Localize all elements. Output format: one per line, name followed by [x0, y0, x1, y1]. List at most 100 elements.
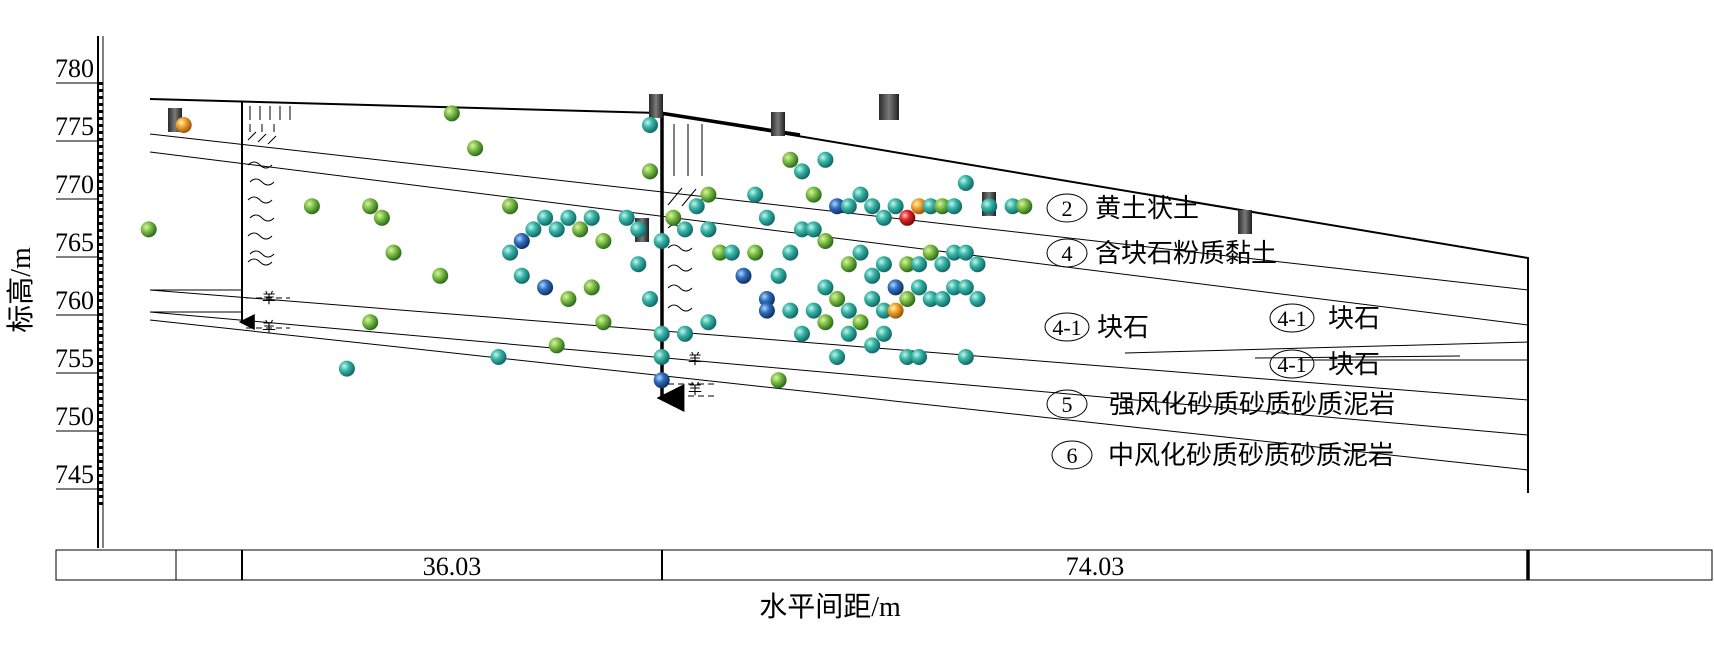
microseismic-event-point: [502, 198, 519, 215]
microseismic-event-point: [583, 279, 600, 296]
borehole-1-hatching: [246, 106, 291, 329]
y-tick-label: 770: [55, 170, 94, 199]
microseismic-event-point: [747, 244, 764, 261]
microseismic-event-point: [782, 244, 799, 261]
layer-code-ring: [1046, 389, 1088, 419]
microseismic-event-point: [817, 233, 834, 249]
stratum-labels: 2 黄土状土 4 含块石粉质黏土 4-1 块石 4-1 块石 4-1 块石 5 …: [1044, 193, 1395, 470]
microseismic-event-point: [758, 209, 775, 226]
microseismic-event-point: [934, 198, 951, 215]
microseismic-event-point: [502, 244, 519, 261]
layer-code-ring: [1046, 193, 1088, 223]
y-tick-label: 760: [55, 286, 94, 315]
layer-code: 4-1: [1052, 315, 1081, 340]
layer-code-ring: [1269, 349, 1315, 379]
block-stone-boundary-2: [1254, 355, 1461, 359]
microseismic-event-point: [700, 221, 717, 238]
microseismic-event-point: [712, 244, 729, 261]
microseismic-event-point: [840, 256, 857, 273]
microseismic-event-point: [957, 244, 974, 261]
microseismic-event-point: [875, 302, 892, 319]
layer-name: 块石: [1328, 304, 1380, 333]
microseismic-event-point: [303, 198, 320, 215]
microseismic-event-point: [1016, 198, 1033, 215]
microseismic-event-point: [981, 198, 998, 215]
microseismic-event-point: [969, 291, 986, 307]
microseismic-event-point: [432, 267, 449, 284]
layer-label-2: 2 黄土状土: [1046, 193, 1199, 223]
y-axis: 780 775 770 765 760 755 750 745 标高/m: [5, 36, 104, 548]
microseismic-event-point: [700, 314, 717, 331]
microseismic-event-point: [618, 209, 635, 226]
microseismic-event-point: [922, 291, 939, 307]
stratum-boundary-5: [149, 319, 1529, 471]
microseismic-events: [140, 105, 1033, 389]
microseismic-event-point: [829, 349, 846, 365]
layer-label-5: 5 强风化砂质砂质砂质泥岩: [1046, 389, 1395, 419]
microseismic-event-point: [946, 279, 963, 296]
microseismic-event-point: [899, 209, 916, 226]
microseismic-event-point: [911, 349, 927, 365]
microseismic-event-point: [747, 186, 764, 203]
instrument-2: [649, 94, 663, 118]
microseismic-event-point: [899, 256, 916, 273]
layer-name: 中风化砂质砂质砂质泥岩: [1108, 441, 1394, 470]
layer-name: 含块石粉质黏土: [1095, 239, 1277, 268]
microseismic-event-point: [677, 325, 693, 342]
layer-code-ring: [1044, 312, 1090, 342]
microseismic-event-point: [817, 279, 834, 296]
microseismic-event-point: [490, 349, 507, 365]
microseismic-event-point: [934, 256, 951, 273]
microseismic-event-point: [758, 291, 775, 307]
y-tick-label: 750: [55, 402, 94, 431]
layer-label-4-1-b: 4-1 块石: [1269, 303, 1380, 333]
microseismic-event-point: [794, 325, 810, 342]
microseismic-event-point: [911, 279, 927, 296]
microseismic-event-point: [864, 291, 881, 307]
y-ticks: 780 775 770 765 760 755 750 745: [55, 54, 98, 490]
microseismic-event-point: [513, 267, 530, 284]
microseismic-event-point: [887, 279, 904, 296]
layer-name: 强风化砂质砂质砂质泥岩: [1109, 390, 1395, 419]
stratum-boundary-3: [149, 289, 1529, 401]
microseismic-event-point: [537, 209, 554, 226]
microseismic-event-point: [688, 198, 705, 215]
y-tick-label: 765: [55, 228, 94, 257]
microseismic-event-point: [513, 233, 530, 249]
microseismic-event-point: [583, 209, 600, 226]
layer-code: 4-1: [1277, 352, 1306, 377]
microseismic-event-point: [770, 372, 787, 389]
microseismic-event-point: [175, 117, 192, 133]
distance-bar: 36.03 74.03 水平间距/m: [55, 549, 1713, 623]
microseismic-event-point: [653, 372, 670, 389]
microseismic-event-point: [770, 267, 787, 284]
microseismic-event-point: [782, 302, 799, 319]
instrument-4: [879, 94, 899, 120]
microseismic-event-point: [525, 221, 542, 238]
microseismic-event-point: [817, 314, 834, 331]
microseismic-event-point: [362, 198, 379, 215]
microseismic-event-point: [852, 244, 869, 261]
water-symbol-4: 羊: [688, 382, 702, 398]
microseismic-event-point: [595, 314, 612, 331]
microseismic-event-point: [642, 291, 658, 307]
microseismic-event-point: [653, 233, 670, 249]
microseismic-event-point: [946, 244, 963, 261]
layer-code-ring: [1051, 440, 1093, 470]
microseismic-event-point: [443, 105, 460, 122]
microseismic-event-point: [805, 221, 822, 238]
microseismic-event-point: [1004, 198, 1021, 215]
microseismic-event-point: [665, 209, 682, 226]
microseismic-event-point: [548, 221, 565, 238]
microseismic-event-point: [362, 314, 379, 331]
microseismic-event-point: [758, 302, 775, 319]
water-symbol-1: 羊: [262, 291, 276, 307]
microseismic-event-point: [899, 291, 916, 307]
layer-code-ring: [1046, 238, 1088, 268]
microseismic-event-point: [373, 209, 390, 226]
microseismic-event-point: [817, 151, 834, 168]
microseismic-event-point: [338, 360, 355, 377]
microseismic-event-point: [899, 349, 916, 365]
microseismic-event-point: [723, 244, 740, 261]
layer-label-6: 6 中风化砂质砂质砂质泥岩: [1051, 440, 1394, 470]
